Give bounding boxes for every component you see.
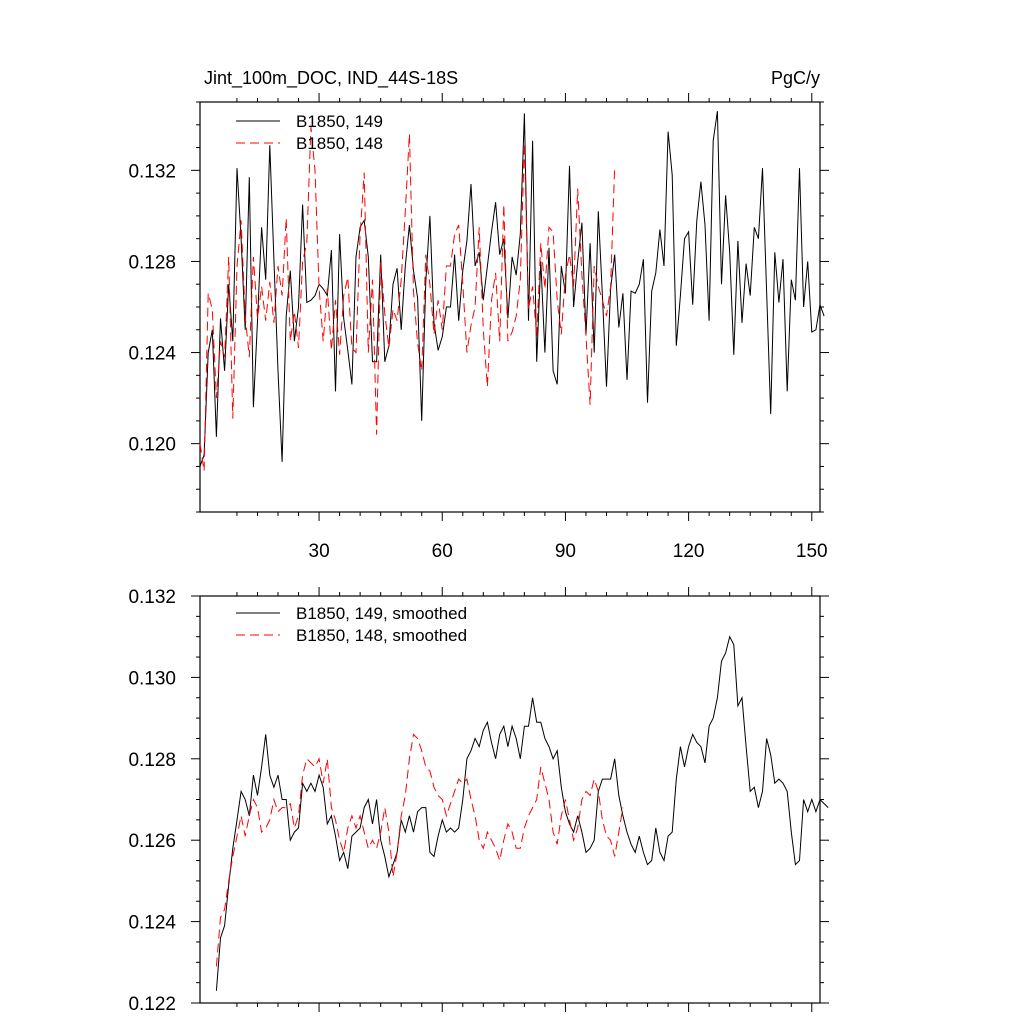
y-tick-label: 0.128 [128,750,176,771]
plot-frame [199,595,821,1004]
x-tick-label: 60 [432,541,453,562]
x-tick-label: 90 [555,541,576,562]
series-line-148 [215,733,624,967]
plot-frame [199,101,821,513]
top-panel: 30 60 90 120 150 0.120 0.124 0.128 0.132 B1850, 1… [128,93,829,562]
y-tick-label: 0.130 [128,668,176,689]
series-line-148 [199,127,616,472]
y-tick-label: 0.132 [128,161,176,182]
y-tick-label: 0.122 [128,994,176,1015]
bottom-panel: 0.122 0.124 0.126 0.128 0.130 0.132 B1850, 149… [128,587,829,1015]
y-tick-label: 0.128 [128,252,176,273]
y-tick-label: 0.120 [128,435,176,456]
legend-label: B1850, 148 [296,134,383,153]
series-line-149 [215,635,829,991]
legend-label: B1850, 148, smoothed [296,626,467,645]
legend-label: B1850, 149 [296,112,383,131]
series-line-149 [199,111,825,467]
legend-label: B1850, 149, smoothed [296,604,467,623]
y-tick-label: 0.126 [128,831,176,852]
x-tick-label: 30 [309,541,330,562]
chart-title: Jint_100m_DOC, IND_44S-18S [204,68,458,89]
y-tick-label: 0.124 [128,344,176,365]
x-tick-label: 150 [796,541,828,562]
x-tick-label: 120 [673,541,705,562]
y-tick-label: 0.132 [128,587,176,608]
units-label: PgC/y [771,68,820,88]
y-tick-label: 0.124 [128,913,176,934]
